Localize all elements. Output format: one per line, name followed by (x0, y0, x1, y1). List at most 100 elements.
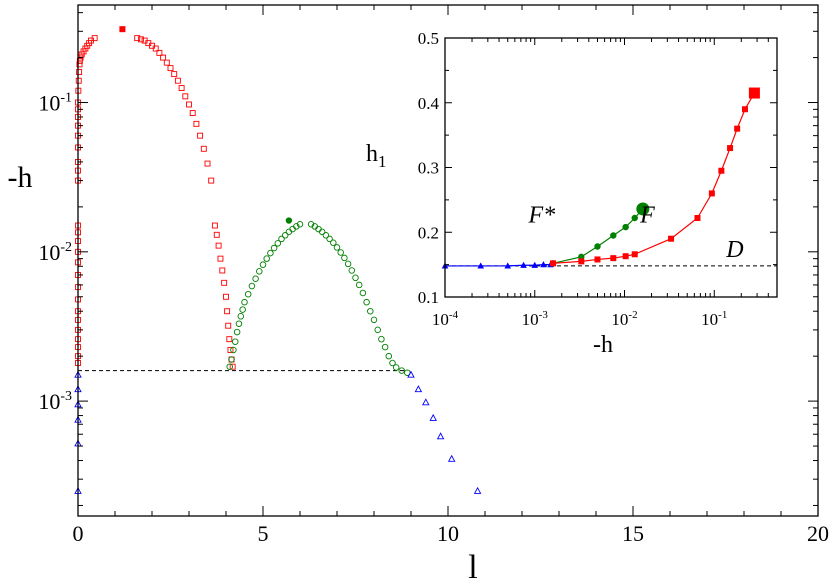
inset-data-point (694, 215, 701, 222)
inset-data-point (622, 223, 629, 231)
data-point (75, 77, 82, 84)
inset-data-point (622, 253, 629, 260)
inset-data-point (718, 167, 725, 174)
data-point (134, 35, 141, 42)
data-point (370, 316, 378, 324)
data-point (221, 279, 228, 286)
data-point (322, 232, 330, 239)
data-point (186, 101, 192, 108)
data-point (337, 249, 344, 256)
data-point (256, 268, 263, 275)
inset-data-point (610, 255, 617, 262)
inset-data-point (708, 190, 715, 197)
inset-y-tick-label: 0.5 (418, 29, 439, 48)
inset-x-tick-label: 10-1 (701, 309, 727, 329)
data-point (355, 281, 363, 289)
y-axis-label: -h (8, 161, 33, 194)
data-point (226, 336, 233, 343)
y-tick-label: 10-1 (38, 91, 72, 116)
data-point (267, 249, 274, 257)
data-point (429, 413, 437, 421)
inset-x-tick-label: 10-2 (611, 309, 637, 329)
data-point (341, 254, 348, 262)
inset-data-point (741, 106, 748, 113)
y-tick-label: 10-3 (38, 389, 72, 414)
inset-data-point (477, 262, 485, 269)
inset-data-point (734, 125, 741, 132)
data-point (374, 326, 381, 334)
data-point (204, 160, 211, 167)
data-point (215, 242, 222, 249)
data-point (248, 282, 256, 290)
data-point (224, 308, 231, 315)
data-point (307, 220, 315, 228)
x-tick-label: 0 (73, 521, 84, 546)
inset-data-point (727, 145, 734, 152)
x-tick-label: 10 (437, 521, 459, 546)
data-point (293, 223, 300, 230)
data-point (252, 275, 259, 283)
data-point (259, 261, 267, 268)
data-point (167, 65, 174, 72)
data-point (219, 267, 226, 274)
inset-data-point (668, 235, 675, 242)
data-point (414, 385, 423, 393)
inset-data-point (594, 256, 601, 263)
inset-x-tick-label: 10-3 (522, 309, 549, 329)
data-point (389, 359, 396, 367)
inset-data-point (540, 261, 547, 268)
data-point (78, 51, 85, 58)
inset-y-axis-label: h1 (366, 141, 387, 171)
data-point (152, 45, 159, 52)
data-point (235, 320, 243, 327)
data-point (200, 145, 207, 152)
x-tick-label: 20 (807, 521, 829, 546)
data-point (330, 239, 337, 247)
data-point (241, 298, 248, 306)
data-point (227, 347, 234, 353)
inset-y-tick-label: 0.4 (418, 94, 440, 113)
data-point (274, 240, 282, 247)
x-tick-label: 5 (258, 521, 269, 546)
data-point (333, 244, 341, 251)
data-point (352, 274, 359, 282)
data-point (270, 244, 278, 252)
inset-y-tick-label: 0.1 (418, 288, 439, 307)
data-point (285, 228, 293, 236)
inset-data-point (636, 202, 650, 216)
data-point (137, 36, 144, 43)
data-point (436, 432, 445, 440)
data-point (296, 220, 304, 228)
data-point (171, 71, 178, 78)
inset-data-point (748, 87, 760, 99)
data-point (381, 343, 389, 351)
inset-x-tick-label: 10-4 (432, 309, 459, 329)
data-point (163, 59, 170, 66)
data-point (359, 289, 367, 297)
x-tick-label: 15 (622, 521, 644, 546)
data-point (263, 255, 270, 262)
data-point (367, 307, 374, 315)
data-point (76, 61, 83, 68)
inset-annotation: D (725, 237, 743, 263)
data-point (385, 352, 393, 360)
data-point (281, 232, 289, 239)
data-point (344, 260, 352, 268)
inset-data-point (520, 261, 527, 268)
inset-data-point (531, 261, 539, 268)
data-point (213, 231, 220, 238)
data-point (231, 338, 239, 345)
data-point (326, 235, 333, 243)
data-point (230, 346, 237, 354)
inset-data-point (594, 243, 601, 250)
data-point (233, 328, 241, 336)
data-point (211, 222, 218, 229)
data-point (244, 290, 252, 298)
data-point (239, 306, 246, 313)
inset-x-axis-label: -h (593, 332, 613, 358)
x-axis-label: l (468, 549, 477, 583)
inset-data-point (504, 262, 512, 269)
data-point (178, 85, 185, 92)
data-point (119, 26, 126, 33)
data-point (189, 110, 196, 117)
